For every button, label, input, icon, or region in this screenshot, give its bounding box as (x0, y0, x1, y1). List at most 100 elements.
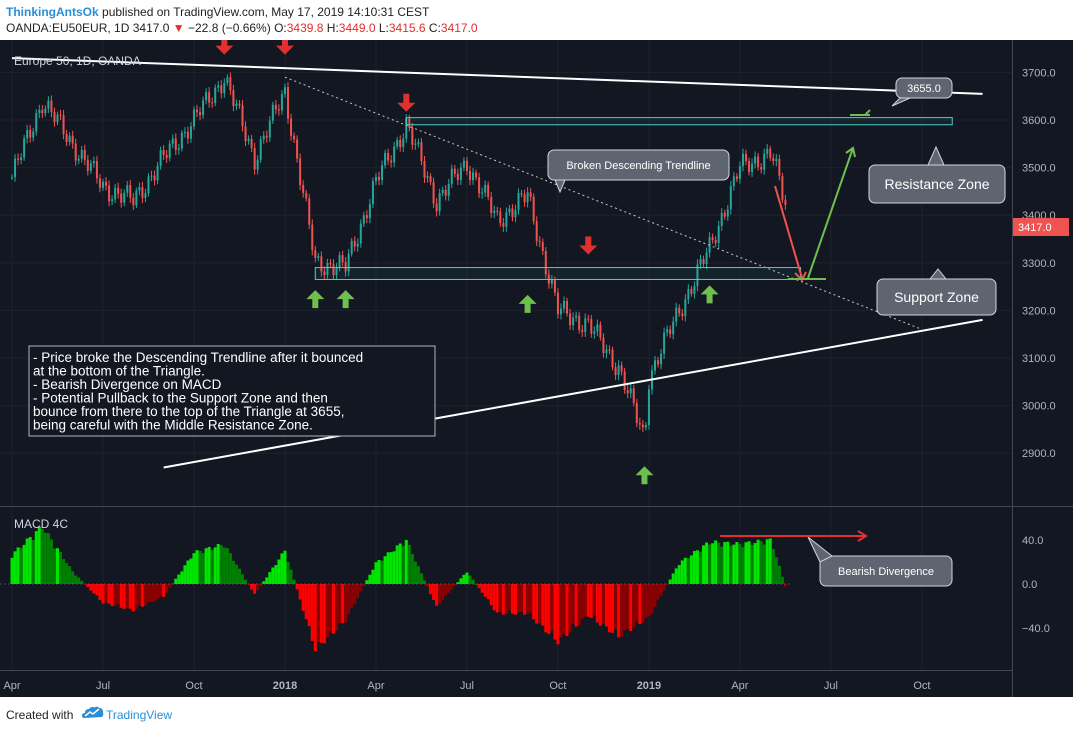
macd-bar (192, 553, 196, 584)
candle-body (98, 178, 101, 188)
macd-bar (432, 584, 436, 600)
candle-body (732, 176, 735, 187)
candle-body (293, 135, 296, 140)
macd-bar (310, 584, 314, 642)
candle-body (283, 87, 286, 95)
candle-body (490, 196, 493, 213)
macd-bar (380, 560, 384, 584)
candle-body (101, 181, 104, 188)
resistance-zone-callout[interactable]: Resistance Zone (868, 145, 1006, 204)
macd-bar (28, 537, 32, 584)
macd-bar (617, 584, 621, 638)
candle-body (296, 139, 299, 159)
target-price-callout[interactable]: 3655.0 (891, 77, 953, 107)
macd-bar (386, 552, 390, 584)
candle-body (335, 268, 338, 276)
macd-bar (783, 584, 787, 587)
candle-body (511, 208, 514, 218)
tradingview-brand[interactable]: TradingView (106, 708, 173, 722)
author-link[interactable]: ThinkingAntsOk (6, 5, 99, 19)
macd-bar (271, 567, 275, 584)
macd-bar (641, 584, 645, 623)
macd-bar (777, 565, 781, 584)
resistance-zone[interactable] (405, 117, 953, 126)
macd-bar (98, 584, 102, 601)
bounce-arrow[interactable] (807, 147, 854, 279)
descending-trendline[interactable] (284, 76, 923, 330)
macd-bar (647, 584, 651, 617)
tradingview-cloud-icon[interactable] (82, 705, 104, 721)
broken-trendline-callout-pointer (554, 179, 566, 194)
lower-trendline[interactable] (163, 318, 983, 469)
macd-bar (462, 574, 466, 584)
candle-body (238, 103, 241, 106)
candle-body (365, 215, 368, 219)
pullback-arrow[interactable] (774, 185, 803, 279)
candle-body (274, 104, 277, 110)
candle-body (535, 221, 538, 242)
candle-body (271, 104, 274, 121)
candle-body (778, 159, 781, 177)
candle-body (444, 189, 447, 196)
macd-bar (753, 543, 757, 584)
macd-histogram (0, 526, 790, 652)
macd-bar (219, 545, 223, 584)
macd-bar (677, 565, 681, 584)
upper-trendline[interactable] (11, 57, 983, 95)
macd-bar (638, 584, 642, 624)
support-zone-callout-label: Support Zone (894, 289, 979, 305)
candle-body (663, 332, 666, 354)
macd-bar (553, 584, 557, 640)
macd-bar (347, 584, 351, 615)
macd-tick-label: 40.0 (1022, 535, 1043, 547)
price-tick-label: 3200.0 (1022, 305, 1056, 317)
candle-body (192, 109, 195, 127)
macd-bar (562, 584, 566, 635)
candle-body (250, 138, 253, 148)
macd-bar (771, 549, 775, 584)
analysis-note[interactable]: - Price broke the Descending Trendline a… (28, 345, 436, 437)
macd-bar (711, 543, 715, 584)
macd-bar (465, 572, 469, 584)
macd-bar (729, 545, 733, 584)
candle-body (120, 193, 123, 203)
candle-body (341, 255, 344, 263)
price-chart[interactable]: Broken Descending Trendline Resistance Zo… (0, 40, 1073, 697)
time-axis[interactable]: Apr Jul Oct 2018 Apr Jul Oct 2019 Apr Jul Oct (3, 680, 930, 692)
macd-axis[interactable]: 40.0 0.0 −40.0 (1022, 535, 1050, 635)
macd-bar (580, 584, 584, 620)
support-zone[interactable] (314, 267, 802, 280)
macd-bar (632, 584, 636, 628)
candle-body (177, 148, 180, 150)
broken-trendline-callout[interactable]: Broken Descending Trendline (547, 149, 730, 194)
macd-bar (762, 544, 766, 584)
candle-body (653, 360, 656, 371)
symbol-label[interactable]: OANDA:EU50EUR, 1D (6, 21, 130, 35)
candle-body (517, 192, 520, 211)
macd-bar (674, 568, 678, 584)
candle-body (229, 77, 232, 91)
support-zone-callout[interactable]: Support Zone (876, 268, 997, 316)
macd-bar (523, 584, 527, 615)
macd-bar (95, 584, 99, 596)
bearish-divergence-callout[interactable]: Bearish Divergence (807, 536, 953, 587)
macd-bar (250, 584, 254, 590)
macd-bar (177, 574, 181, 584)
low-label: L: (378, 21, 389, 35)
macd-bar (292, 579, 296, 584)
macd-bar (513, 584, 517, 615)
macd-bar (46, 533, 50, 584)
macd-bar (365, 580, 369, 584)
macd-bar (535, 584, 539, 624)
candle-body (559, 308, 562, 315)
macd-bar (322, 584, 326, 644)
macd-bar (450, 584, 454, 590)
candle-body (135, 190, 138, 206)
candle-body (453, 168, 456, 174)
macd-bar (128, 584, 132, 609)
candle-body (575, 315, 578, 318)
candle-body (77, 158, 80, 161)
macd-bar (456, 582, 460, 584)
candle-body (56, 114, 59, 123)
candle-body (253, 147, 256, 170)
